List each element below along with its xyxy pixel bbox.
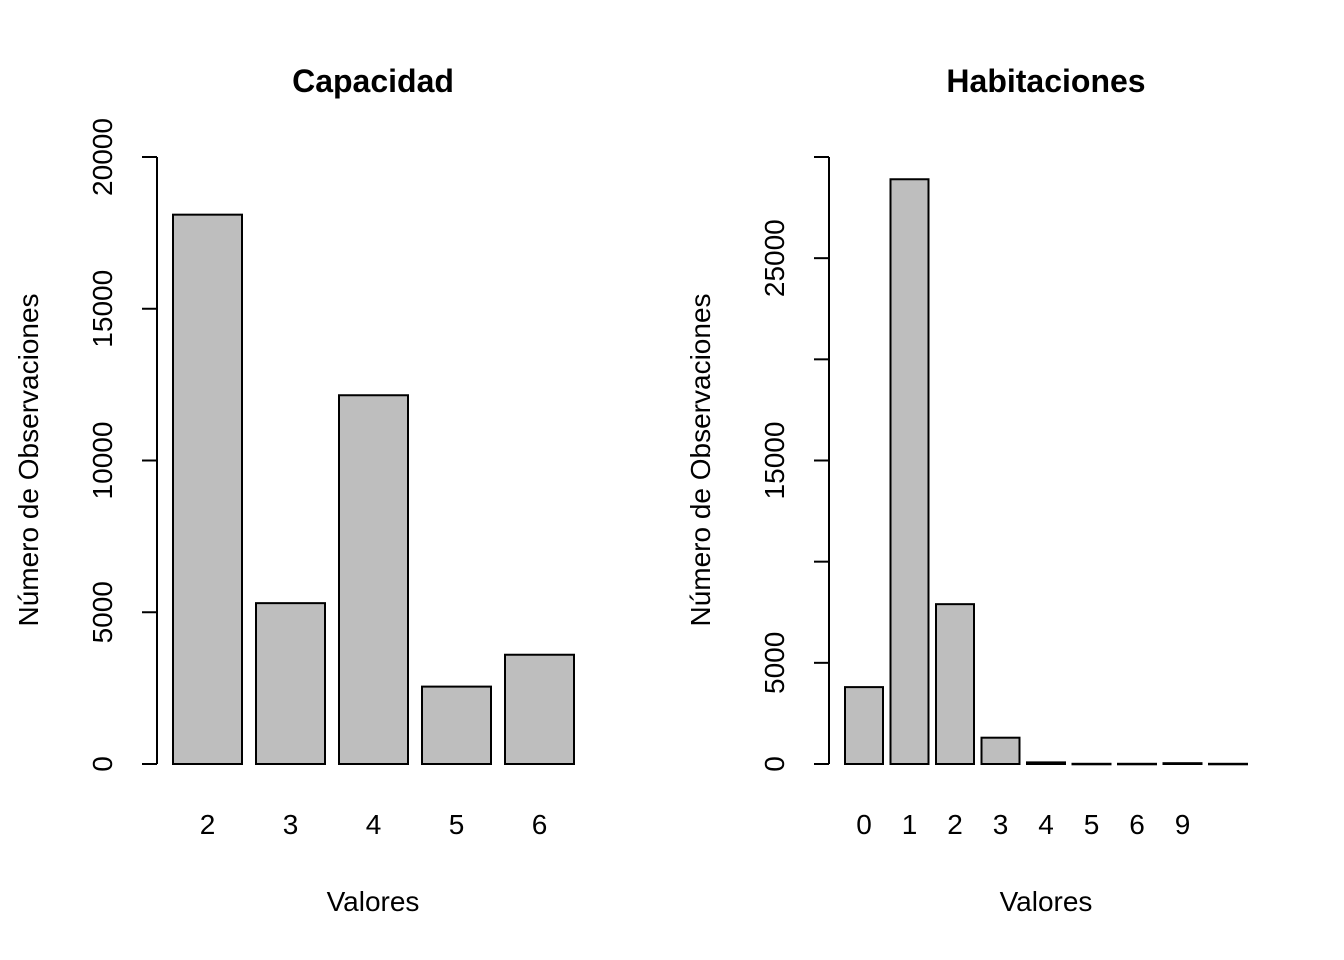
y-tick-label: 10000 (87, 422, 118, 500)
bar-3 (980, 736, 1021, 765)
bar-3 (255, 602, 326, 766)
x-tick-label: 1 (902, 809, 918, 840)
y-tick-label: 20000 (87, 118, 118, 196)
y-tick-label: 15000 (759, 422, 790, 500)
x-axis-label: Valores (1000, 886, 1093, 917)
x-tick-label: 6 (1129, 809, 1145, 840)
y-tick-label: 25000 (759, 219, 790, 297)
x-tick-label: 4 (366, 809, 382, 840)
x-tick-label: 3 (993, 809, 1009, 840)
y-tick-label: 0 (759, 756, 790, 772)
x-tick-label: 0 (856, 809, 872, 840)
y-tick-label: 0 (87, 756, 118, 772)
bar-extra (1208, 762, 1248, 766)
x-tick-label: 2 (200, 809, 216, 840)
y-tick-label: 5000 (759, 632, 790, 694)
bar-2 (935, 603, 975, 766)
capacidad-chart: Capacidad 0 5000 10000 15000 20000 2 3 4 5 6 Valore… (13, 63, 575, 917)
bar-0 (844, 686, 884, 766)
bar-1 (889, 178, 930, 766)
x-tick-label: 6 (532, 809, 548, 840)
x-tick-label: 5 (1084, 809, 1100, 840)
x-tick-label: 4 (1038, 809, 1054, 840)
bar-6 (504, 653, 575, 765)
y-tick-label: 15000 (87, 270, 118, 348)
chart-title: Capacidad (292, 63, 454, 99)
y-axis-label: Número de Observaciones (13, 293, 44, 626)
bar-4 (338, 394, 409, 765)
bar-6 (1117, 762, 1157, 766)
x-axis-label: Valores (327, 886, 420, 917)
bar-5 (1071, 762, 1112, 766)
x-tick-label: 9 (1175, 809, 1191, 840)
x-tick-label: 2 (947, 809, 963, 840)
x-tick-label: 5 (449, 809, 465, 840)
y-axis-label: Número de Observaciones (685, 293, 716, 626)
bar-9 (1162, 762, 1203, 766)
y-tick-label: 5000 (87, 581, 118, 643)
bar-5 (421, 685, 492, 765)
chart-title: Habitaciones (946, 63, 1145, 99)
bar-4 (1026, 761, 1066, 766)
bar-2 (172, 213, 243, 766)
x-tick-label: 3 (283, 809, 299, 840)
